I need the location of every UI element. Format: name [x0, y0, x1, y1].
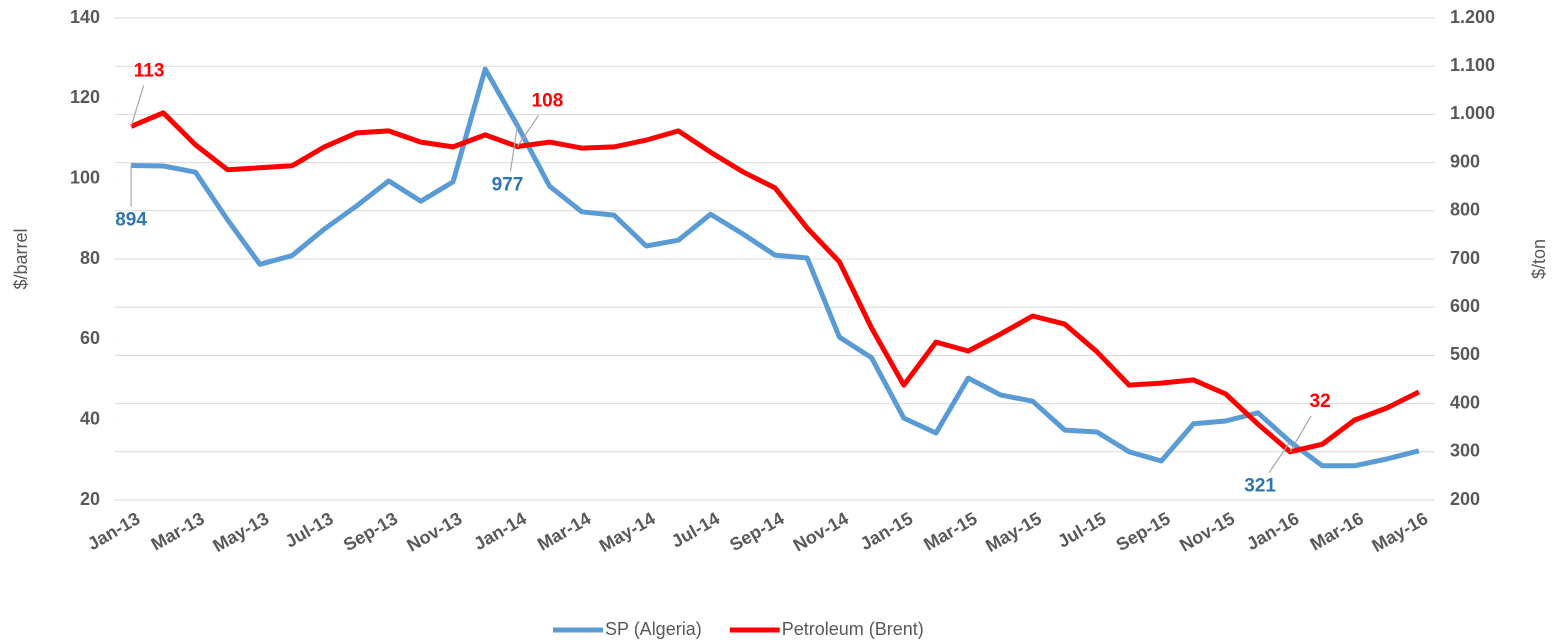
y2-tick-label: 900 [1450, 151, 1480, 171]
x-tick-label: Jul-14 [668, 508, 723, 551]
x-tick-label: Jul-15 [1054, 508, 1109, 551]
data-label: 894 [115, 210, 147, 231]
leader-line [130, 85, 145, 127]
x-tick-label: Nov-14 [790, 508, 852, 555]
y2-tick-label: 600 [1450, 296, 1480, 316]
x-tick-label: Jan-14 [470, 508, 529, 554]
y-axis-label: $/barrel [11, 228, 31, 289]
x-tick-label: Mar-14 [534, 508, 594, 554]
x-tick-label: Jan-15 [857, 508, 916, 554]
x-tick-label: May-15 [982, 508, 1045, 556]
y2-axis-label: $/ton [1529, 239, 1549, 279]
leader-line [516, 115, 539, 147]
y-tick-label: 20 [80, 489, 100, 509]
x-tick-label: Jul-13 [282, 508, 337, 551]
y2-tick-label: 200 [1450, 489, 1480, 509]
leader-line [1268, 441, 1291, 474]
x-tick-label: Mar-16 [1307, 508, 1367, 554]
x-tick-label: Nov-13 [403, 508, 465, 555]
y-tick-label: 100 [70, 167, 100, 187]
x-tick-label: Jan-13 [84, 508, 143, 554]
y-tick-label: 120 [70, 87, 100, 107]
x-tick-label: May-13 [209, 508, 272, 556]
x-tick-label: Sep-13 [340, 508, 401, 555]
data-label: 32 [1310, 391, 1331, 412]
data-label: 321 [1244, 476, 1276, 497]
y2-tick-label: 1.000 [1450, 103, 1495, 123]
y2-tick-label: 1.200 [1450, 7, 1495, 27]
y2-tick-label: 1.100 [1450, 55, 1495, 75]
leader-line [1289, 415, 1312, 453]
leader-line [509, 125, 519, 172]
y2-tick-label: 400 [1450, 392, 1480, 412]
data-label: 977 [492, 175, 524, 196]
y-tick-label: 40 [80, 408, 100, 428]
y2-tick-label: 500 [1450, 344, 1480, 364]
y2-tick-label: 800 [1450, 200, 1480, 220]
series-line [130, 110, 1421, 455]
series-line [131, 66, 1420, 469]
x-tick-label: Nov-15 [1176, 508, 1238, 555]
data-label: 113 [134, 60, 165, 81]
x-tick-label: Mar-13 [148, 508, 208, 554]
legend-label: SP (Algeria) [605, 619, 702, 639]
data-label: 108 [532, 91, 564, 112]
x-tick-label: May-14 [596, 508, 659, 556]
x-tick-label: Jan-16 [1243, 508, 1302, 554]
x-tick-label: May-16 [1368, 508, 1431, 556]
y-tick-label: 60 [80, 328, 100, 348]
x-tick-label: Sep-15 [1113, 508, 1174, 555]
y2-tick-label: 700 [1450, 248, 1480, 268]
x-tick-label: Mar-15 [920, 508, 980, 554]
y-tick-label: 80 [80, 248, 100, 268]
legend-label: Petroleum (Brent) [782, 619, 924, 639]
x-tick-label: Sep-14 [726, 508, 787, 555]
y2-tick-label: 300 [1450, 441, 1480, 461]
y-tick-label: 140 [70, 7, 100, 27]
